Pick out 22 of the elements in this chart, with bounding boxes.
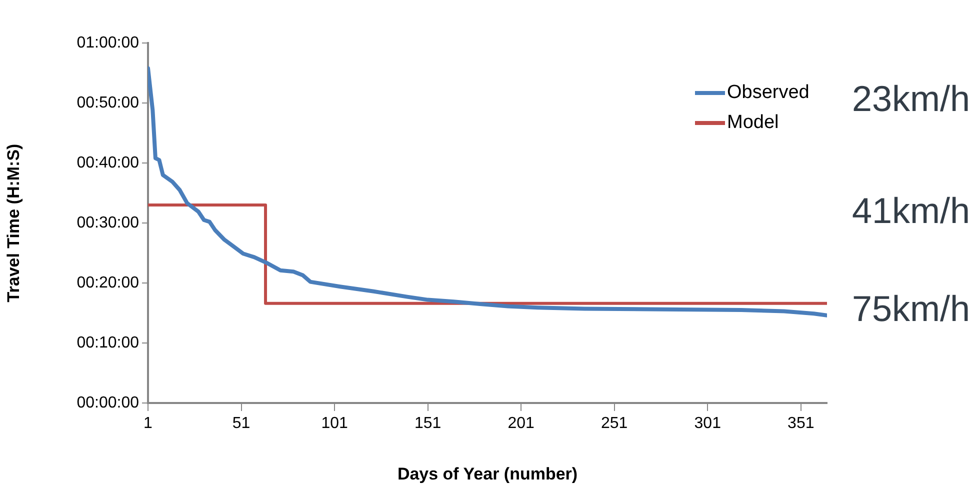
y-tick-label: 00:50:00	[76, 94, 140, 112]
x-tick-label: 1	[144, 415, 153, 432]
x-tick-label: 201	[508, 415, 535, 432]
x-tick-label: 151	[414, 415, 442, 432]
x-axis-title: Days of Year (number)	[397, 464, 578, 484]
y-tick-label: 00:10:00	[76, 334, 140, 352]
x-tick-label: 301	[694, 415, 722, 432]
y-axis-title: Travel Time (H:M:S)	[4, 144, 23, 302]
y-tick-label: 01:00:00	[76, 34, 140, 52]
x-tick-label: 101	[321, 415, 348, 432]
x-tick-label: 51	[232, 415, 250, 432]
x-tick-label: 251	[600, 415, 628, 432]
text: 23km/h	[852, 78, 970, 120]
x-tick-label: 351	[788, 415, 814, 432]
y-tick-label: 00:40:00	[76, 154, 140, 172]
legend-label: Observed	[727, 82, 810, 104]
legend-label: Model	[727, 112, 779, 134]
y-tick-label: 00:20:00	[76, 274, 140, 292]
text: 41km/h	[852, 190, 970, 232]
text: 75km/h	[852, 288, 970, 330]
y-tick-label: 00:30:00	[76, 214, 140, 232]
y-tick-label: 00:00:00	[76, 394, 140, 412]
